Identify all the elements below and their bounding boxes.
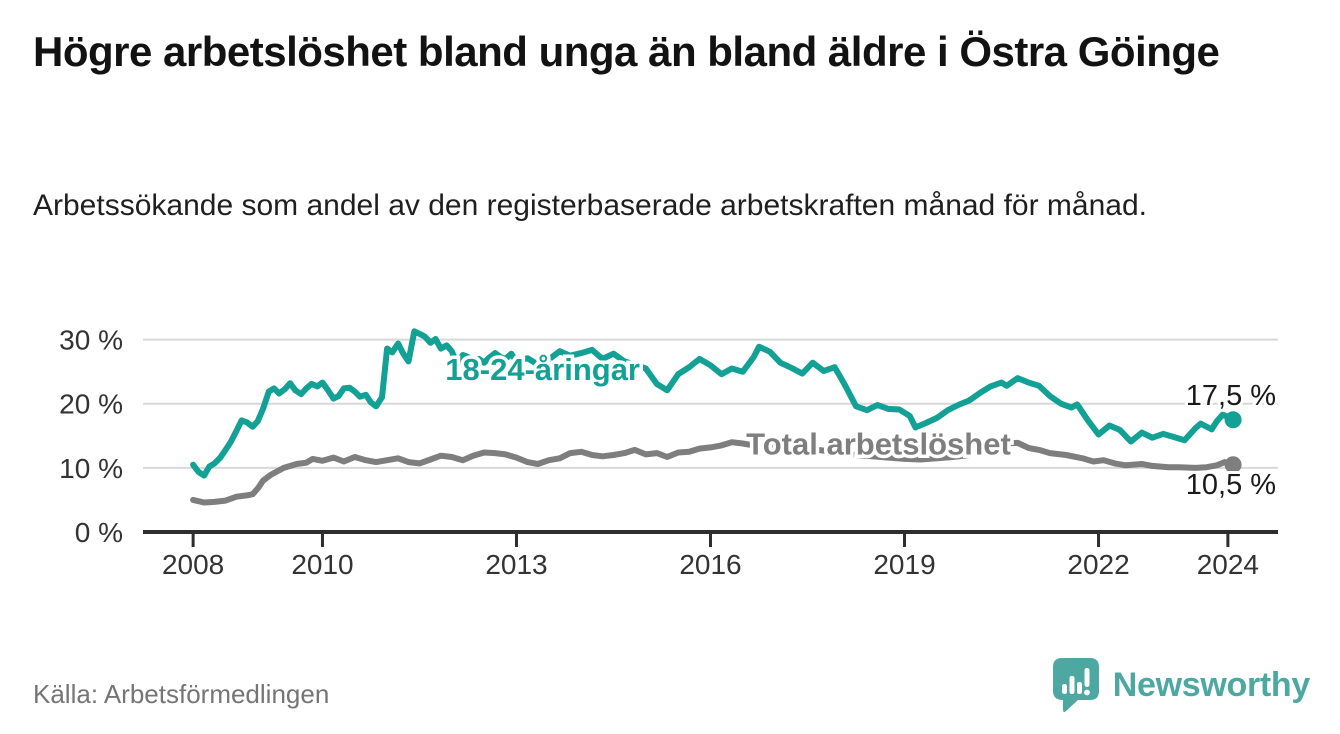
y-axis-tick-label: 10 % [59, 453, 123, 484]
x-axis-tick-label: 2016 [679, 549, 741, 580]
end-value-label-youth: 17,5 % [1186, 380, 1276, 412]
series-end-dot-total [1224, 456, 1242, 474]
series-label-total: Total arbetslöshet [746, 426, 1011, 461]
y-axis-tick-label: 0 % [75, 517, 123, 548]
y-axis-tick-label: 20 % [59, 389, 123, 420]
x-axis-tick-label: 2010 [291, 549, 353, 580]
end-value-label-total: 10,5 % [1186, 469, 1276, 501]
page-subtitle: Arbetssökande som andel av den registerb… [33, 189, 1147, 222]
speech-bubble-bar-chart-icon [1052, 658, 1099, 713]
y-axis-tick-label: 30 % [59, 325, 123, 356]
series-end-dot-youth [1224, 411, 1242, 429]
newsworthy-logo: Newsworthy [1051, 656, 1310, 714]
series-label-youth: 18-24-åringar [445, 352, 640, 387]
series-line-youth [190, 328, 1237, 479]
brand-name: Newsworthy [1112, 665, 1311, 704]
x-axis-tick-label: 2024 [1197, 549, 1259, 580]
x-axis-tick-label: 2008 [162, 549, 224, 580]
series-line-total [190, 439, 1237, 506]
x-axis-tick-label: 2013 [485, 549, 547, 580]
page-title: Högre arbetslöshet bland unga än bland ä… [33, 28, 1220, 75]
source-note: Källa: Arbetsförmedlingen [33, 679, 330, 709]
x-axis-tick-label: 2019 [873, 549, 935, 580]
x-axis-tick-label: 2022 [1067, 549, 1129, 580]
